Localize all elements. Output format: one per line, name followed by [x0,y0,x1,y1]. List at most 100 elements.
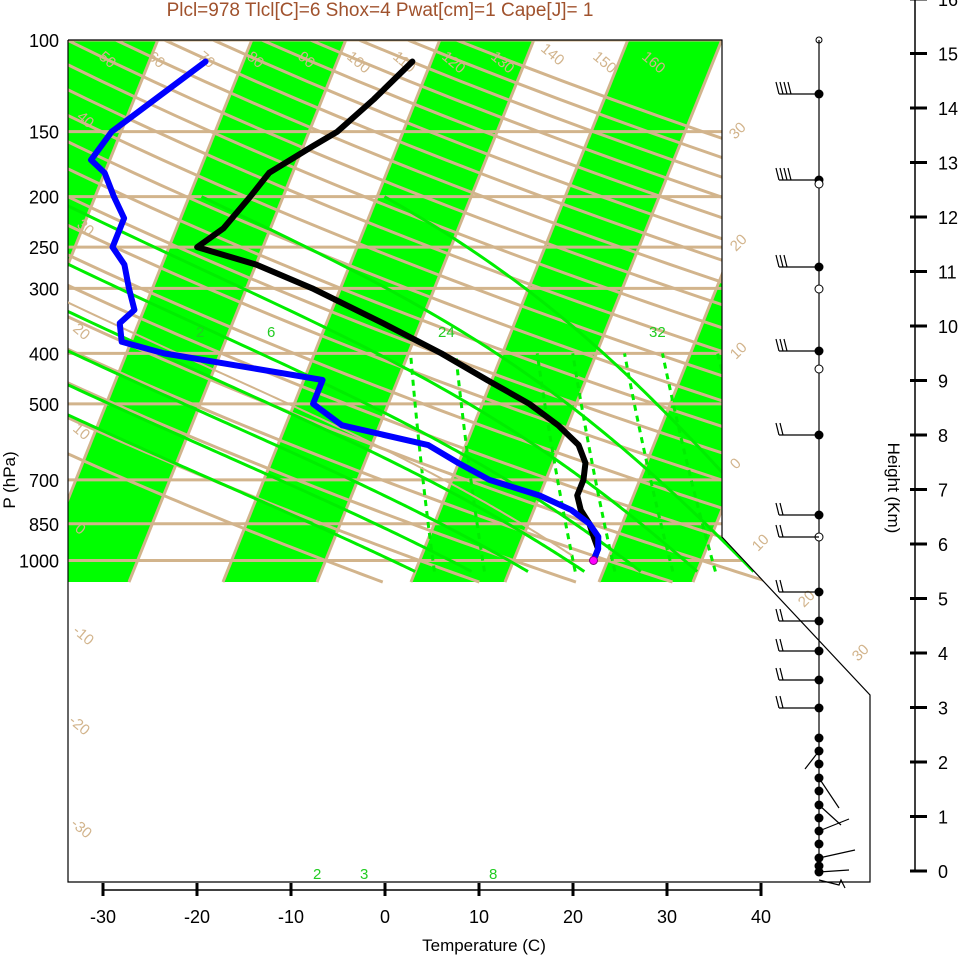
dry-adiabat [68,40,870,584]
dry-adiabat [68,40,870,584]
isotherm-label: 10 [749,531,773,555]
wind-barb-feather [775,338,780,352]
wind-barb-feather [775,81,780,95]
wind-level-marker [815,36,823,44]
wind-barb-feather [775,502,780,516]
mixing-ratio-line [571,353,617,572]
temperature-band [68,40,178,583]
moist-adiabat [68,195,416,573]
mixing-ratio-label: 6 [267,324,275,341]
wind-barb-feather [787,81,792,95]
dry-adiabat [68,40,673,584]
isotherm [503,40,744,583]
dry-adiabat [68,40,480,584]
height-tick-label: 7 [938,481,948,501]
wind-barb-feather [775,167,780,181]
height-tick-label: 11 [938,263,957,283]
dewpoint-profile [88,58,602,564]
x-tick-label: 0 [380,907,390,927]
wind-barb-feather [787,167,792,181]
wind-barb-feather [779,422,784,436]
wind-barbs [775,36,856,889]
parcel-trace [68,220,573,557]
chart-title: Plcl=978 Tlcl[C]=6 Shox=4 Pwat[cm]=1 Cap… [167,0,594,21]
height-tick-label: 10 [938,317,958,337]
wind-barb-feather [779,254,784,268]
wind-barb [804,750,820,770]
wind-barb-feather [779,608,784,622]
wind-barb [818,878,846,889]
temperature-profile [194,58,602,564]
dry-adiabat [68,40,577,584]
wind-barb-feather [779,502,784,516]
mixing-ratio-line [535,353,577,572]
wind-barb-feather [779,579,784,593]
mixing-ratio-line [409,353,436,572]
pressure-tick-label: 300 [29,279,59,299]
wind-level-marker [814,284,824,294]
height-tick-label: 13 [938,154,958,174]
dry-adiabat [68,40,870,584]
wind-barb [818,804,842,826]
temperature-band [786,40,870,583]
dry-adiabat [68,40,384,584]
height-tick-label: 14 [938,99,958,119]
wind-barb-feather [779,524,784,538]
isotherm [68,40,180,583]
pressure-tick-label: 100 [29,31,59,51]
x-tick-label: 10 [469,907,489,927]
wind-level-marker [814,733,824,743]
profiles [68,58,602,565]
height-axis-label: Height (Km) [884,443,903,534]
isotherm-label: 30 [726,119,750,143]
wind-barb-feather [775,579,780,593]
wind-barb-feather [783,338,788,352]
mixing-ratio-label: 8 [489,866,497,883]
isotherm [68,40,274,583]
height-tick-label: 4 [938,644,948,664]
height-tick-label: 15 [938,45,958,65]
moist-adiabat [68,195,473,573]
wind-barb-feather [775,524,780,538]
wind-level-marker [814,839,824,849]
wind-barb-feather [779,81,784,95]
dry-adiabat-label: -10 [69,622,97,649]
wind-barb-feather [775,608,780,622]
isotherm-label: 20 [727,231,751,255]
height-tick-label: 0 [938,862,948,882]
height-tick-label: 5 [938,590,948,610]
x-tick-label: -30 [90,907,116,927]
wind-level-marker [814,813,824,823]
pressure-tick-label: 700 [29,471,59,491]
dry-adiabat [68,40,870,584]
dry-adiabat [68,40,770,584]
wind-barb [818,818,850,832]
wind-barb-feather [783,81,788,95]
mixing-ratio-label: 32 [649,324,666,341]
dry-adiabat [68,40,870,584]
wind-barb-feather [779,338,784,352]
pressure-tick-label: 250 [29,238,59,258]
height-tick-label: 1 [938,808,948,828]
mixing-ratio-label: 3 [360,866,368,883]
wind-barb-feather [779,667,784,681]
height-tick-label: 3 [938,699,948,719]
dry-adiabat-label: -30 [67,815,95,842]
wind-barb [818,849,856,859]
height-tick-label: 2 [938,753,948,773]
isotherm [785,40,870,583]
height-tick-label: 16 [938,0,958,10]
plot-border [67,39,871,883]
pressure-tick-label: 1000 [19,552,59,572]
wind-level-marker [814,364,824,374]
surface-marker [589,556,598,565]
mixing-ratio-label: 2 [196,324,204,341]
mixing-ratio-label: 24 [438,324,455,341]
dry-adiabat [68,40,870,584]
isotherm-label: 0 [727,455,745,473]
isotherm [221,40,462,583]
dry-adiabat [68,40,870,584]
wind-barb-feather [775,422,780,436]
wind-barb-feather [779,638,784,652]
